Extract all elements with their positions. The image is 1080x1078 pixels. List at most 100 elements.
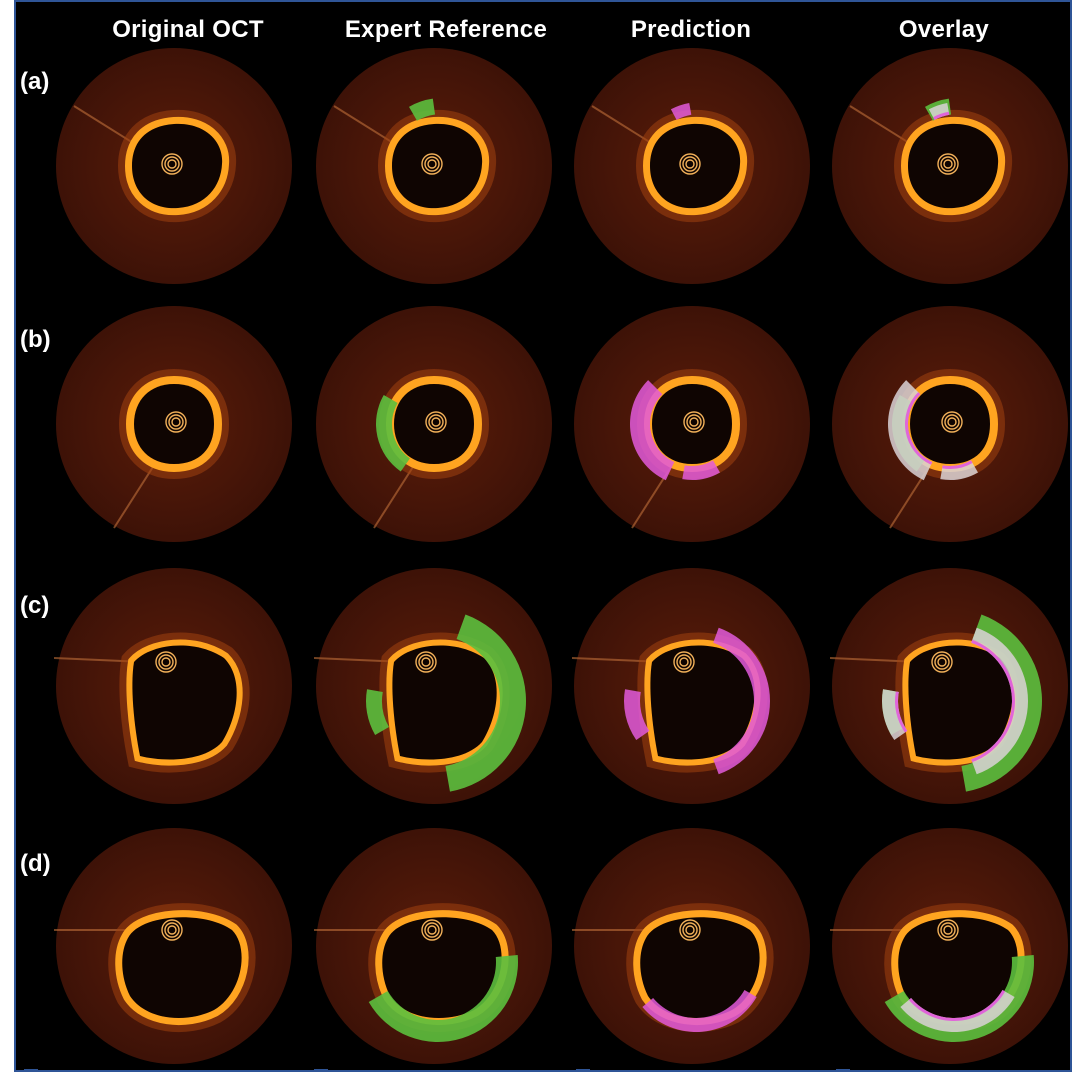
overlap-region	[882, 689, 908, 741]
oct-panel-expert-reference	[314, 46, 554, 286]
vessel-lumen	[392, 123, 483, 209]
oct-image	[316, 306, 552, 542]
prediction-annotation-region	[713, 627, 770, 775]
figure-frame: Original OCT Expert Reference Prediction…	[14, 0, 1072, 1072]
catheter-ring	[940, 156, 956, 172]
prediction-annotation-region	[682, 460, 720, 480]
vessel-lumen	[910, 384, 990, 464]
oct-panel-prediction	[572, 46, 812, 286]
catheter-ring	[415, 651, 437, 673]
vessel-lumen	[908, 645, 1013, 760]
catheter-ring	[682, 156, 698, 172]
prediction-annotation-region	[670, 102, 692, 120]
oct-panel-original-oct	[54, 304, 294, 544]
oct-panel-overlay	[830, 566, 1070, 806]
catheter-ring	[943, 159, 953, 169]
vessel-lumen	[132, 123, 223, 209]
vessel-lumen	[394, 384, 474, 464]
oct-image	[54, 828, 292, 1064]
prediction-annotation-region	[642, 990, 757, 1032]
oct-panel-overlay	[830, 46, 1070, 286]
row-label-b: (b)	[20, 326, 51, 353]
oct-panel-expert-reference	[314, 304, 554, 544]
catheter-ring	[168, 414, 184, 430]
oct-panel-prediction	[572, 826, 812, 1066]
vessel-lumen	[392, 645, 497, 760]
catheter-ring	[427, 925, 437, 935]
oct-panel-original-oct	[54, 566, 294, 806]
catheter-ring	[943, 925, 953, 935]
catheter-ring	[944, 414, 960, 430]
oct-panel-expert-reference	[314, 566, 554, 806]
prediction-edge-region	[933, 111, 950, 120]
oct-image	[316, 48, 552, 284]
overlap-region	[940, 460, 978, 480]
column-header-overlay: Overlay	[898, 16, 990, 43]
vessel-lumen	[908, 123, 999, 209]
oct-image	[574, 306, 810, 542]
catheter-ring	[676, 654, 692, 670]
expert-annotation-region	[445, 614, 526, 792]
catheter-ring	[161, 153, 183, 175]
catheter-ring	[689, 417, 699, 427]
catheter-ring	[937, 919, 959, 941]
oct-image	[314, 568, 552, 804]
expert-annotation-region	[366, 689, 389, 735]
oct-image	[830, 568, 1068, 804]
oct-panel-prediction	[572, 566, 812, 806]
catheter-ring	[427, 159, 437, 169]
catheter-ring	[679, 919, 701, 941]
expert-annotation-region	[961, 614, 1042, 792]
frame-tick	[314, 1069, 328, 1072]
oct-image	[56, 306, 292, 542]
oct-image	[574, 48, 810, 284]
prediction-edge-region	[971, 639, 1015, 763]
catheter-ring	[161, 919, 183, 941]
catheter-ring	[171, 417, 181, 427]
oct-image	[56, 48, 292, 284]
oct-image	[572, 828, 810, 1064]
oct-image	[832, 48, 1068, 284]
oct-panel-original-oct	[54, 826, 294, 1066]
catheter-ring	[685, 159, 695, 169]
catheter-ring	[164, 922, 180, 938]
oct-panel-overlay	[830, 826, 1070, 1066]
overlap-region	[971, 627, 1028, 775]
prediction-annotation-region	[630, 380, 675, 481]
oct-image	[314, 828, 552, 1064]
catheter-ring	[686, 414, 702, 430]
catheter-ring	[167, 159, 177, 169]
row-label-a: (a)	[20, 68, 50, 95]
oct-image	[832, 306, 1068, 542]
prediction-annotation-region	[624, 689, 650, 741]
catheter-ring	[158, 654, 174, 670]
vessel-lumen	[650, 123, 741, 209]
oct-image	[830, 828, 1068, 1064]
frame-tick	[576, 1069, 590, 1072]
prediction-edge-region	[895, 691, 908, 733]
catheter-ring	[167, 925, 177, 935]
vessel-lumen	[134, 384, 214, 464]
catheter-ring	[431, 417, 441, 427]
catheter-ring	[164, 156, 180, 172]
catheter-ring	[165, 411, 187, 433]
catheter-ring	[683, 411, 705, 433]
catheter-ring	[421, 153, 443, 175]
prediction-edge-region	[905, 392, 933, 465]
row-label-c: (c)	[20, 592, 50, 619]
vessel-lumen	[652, 384, 732, 464]
catheter-ring	[418, 654, 434, 670]
vessel-lumen	[382, 917, 502, 1019]
vessel-lumen	[640, 917, 760, 1019]
row-label-d: (d)	[20, 850, 51, 877]
vessel-lumen	[650, 645, 755, 760]
expert-annotation-region	[376, 395, 410, 472]
catheter-ring	[941, 411, 963, 433]
prediction-edge-region	[908, 990, 1006, 1021]
catheter-ring	[937, 657, 947, 667]
catheter-ring	[161, 657, 171, 667]
oct-panel-original-oct	[54, 46, 294, 286]
oct-panel-expert-reference	[314, 826, 554, 1066]
column-header-original-oct: Original OCT	[112, 16, 264, 43]
expert-annotation-region	[368, 955, 518, 1042]
